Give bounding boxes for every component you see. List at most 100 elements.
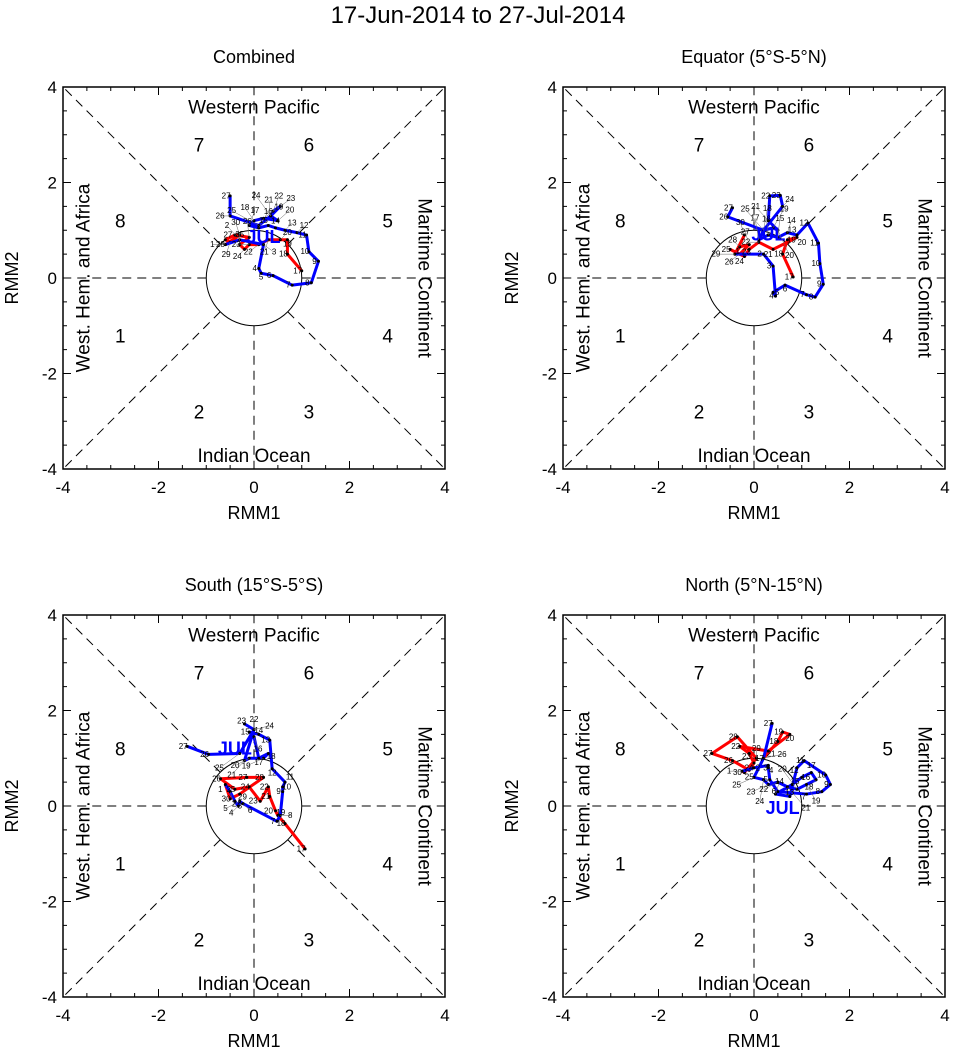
day-label: 10 [811,259,820,268]
phase-number-7: 7 [194,663,205,684]
phase-divider-line [562,86,721,245]
day-label: 25 [722,245,731,254]
day-marker [783,283,787,287]
day-label: 18 [769,737,778,746]
y-tick-label: 2 [548,702,557,721]
day-label: 24 [233,252,242,261]
day-marker [303,847,307,851]
day-marker [257,732,261,736]
day-marker [805,293,809,297]
day-marker [281,790,285,794]
day-marker [242,722,246,726]
day-label-leader [230,805,239,814]
day-label-leader [231,210,259,226]
day-label-leader [255,195,271,217]
day-label: 19 [774,727,783,736]
phase-number-2: 2 [694,931,705,952]
phase-number-2: 2 [194,931,205,952]
day-label: 21 [764,250,773,259]
phase-number-8: 8 [615,740,626,761]
day-label: 1 [218,785,223,794]
day-marker [305,233,309,237]
phase-number-5: 5 [382,212,393,233]
day-label: 25 [227,206,236,215]
day-marker [247,785,251,789]
region-label-bottom: Indian Ocean [197,974,310,995]
y-tick-label: 2 [48,174,57,193]
day-label-leader [296,225,305,233]
y-tick-label: 0 [548,269,557,288]
day-label-leader [766,219,769,236]
day-label: 28 [216,240,225,249]
phase-number-1: 1 [615,326,626,347]
day-label: 15 [791,777,800,786]
day-label: 18 [774,250,783,259]
day-label: 24 [241,782,250,791]
day-label: 22 [244,248,253,257]
day-label: 20 [264,806,273,815]
day-marker [795,235,799,239]
day-label: 17 [293,266,302,275]
x-axis-label: RMM1 [228,1031,281,1051]
y-tick-label: -2 [542,893,557,912]
day-label: 19 [780,204,789,213]
y-tick-label: 4 [548,606,557,625]
day-marker [738,744,742,748]
day-label: 11 [810,239,819,248]
x-tick-label: 2 [345,478,354,497]
day-label-leader [244,207,255,221]
y-tick-label: -2 [542,365,557,384]
day-label-leader [277,209,291,221]
day-label-leader [263,244,275,253]
day-label-leader [754,218,760,240]
day-marker [273,809,277,813]
day-marker [771,247,775,251]
x-tick-label: 4 [440,478,449,497]
day-label: 26 [212,774,221,783]
day-label: 29 [238,792,247,801]
day-label: 14 [271,216,280,225]
day-label: 24 [735,257,744,266]
month-label: JUL [247,227,281,247]
day-marker [806,221,810,225]
day-marker [742,255,746,259]
day-label: 12 [800,219,809,228]
day-marker [271,274,275,278]
day-label: 15 [775,214,784,223]
day-label: 9 [312,257,317,266]
day-label: 10 [817,770,826,779]
day-label: 20 [797,238,806,247]
phase-divider-line [787,839,946,998]
day-marker [795,233,799,237]
day-marker [747,247,751,251]
day-marker [259,271,263,275]
day-marker [752,761,756,765]
phase-number-1: 1 [115,326,126,347]
month-label: JUL [766,798,800,818]
x-tick-label: -2 [151,478,166,497]
day-label: 28 [729,732,738,741]
day-label: 23 [237,717,246,726]
day-label-leader [806,784,817,802]
x-tick-label: -4 [555,1006,570,1025]
day-marker [257,266,261,270]
phase-divider-line [562,614,721,773]
day-marker [752,766,756,770]
day-label: 26 [725,257,734,266]
day-marker [781,730,785,734]
day-marker [770,721,774,725]
day-label: 4 [253,264,258,273]
phase-number-8: 8 [115,212,126,233]
phase-divider-line [787,86,946,245]
day-label: 5 [223,804,228,813]
day-marker [228,797,232,801]
phase-number-7: 7 [194,135,205,156]
day-marker [771,264,775,268]
unit-circle [705,229,803,327]
day-label: 25 [745,773,754,782]
day-label: 4 [229,809,234,818]
day-marker [266,785,270,789]
day-label-leader [253,736,259,750]
day-label: 13 [785,788,794,797]
phase-number-2: 2 [194,403,205,424]
